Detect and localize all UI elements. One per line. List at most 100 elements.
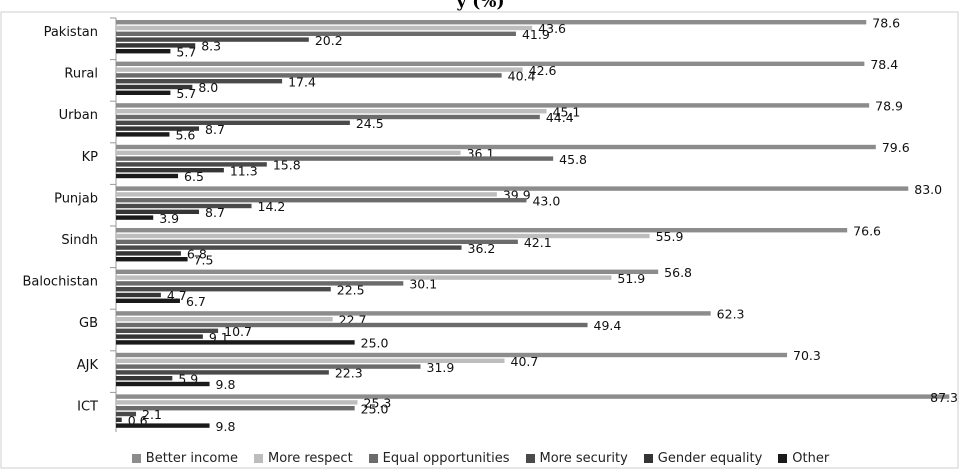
- data-label: 10.7: [224, 324, 252, 339]
- legend-swatch: [778, 453, 788, 463]
- data-label: 17.4: [288, 74, 316, 89]
- data-label: 70.3: [793, 348, 821, 363]
- bar-better-income: [116, 311, 711, 316]
- legend-swatch: [253, 453, 263, 463]
- data-label: 8.3: [201, 39, 221, 54]
- data-label: 43.0: [532, 193, 560, 208]
- data-label: 6.5: [184, 169, 204, 184]
- bar-equal-opportunities: [116, 73, 502, 78]
- data-label: 5.7: [176, 86, 196, 101]
- bar-better-income: [116, 20, 867, 25]
- bar-more-respect: [116, 25, 533, 31]
- legend-swatch: [368, 453, 378, 463]
- bar-more-respect: [116, 275, 612, 280]
- data-label: 78.9: [875, 99, 903, 114]
- data-label: 2.1: [142, 407, 162, 422]
- bar-more-respect: [116, 400, 358, 405]
- data-label: 45.1: [553, 104, 581, 119]
- chart-legend: Better income More respect Equal opportuni…: [0, 447, 961, 469]
- data-label: 5.6: [175, 128, 195, 143]
- category-label: Pakistan: [44, 25, 98, 40]
- data-label: 22.5: [337, 282, 365, 297]
- data-label: 25.0: [361, 336, 389, 351]
- bar-better-income: [116, 352, 788, 358]
- data-label: 9.8: [216, 377, 236, 392]
- category-label: Sindh: [61, 233, 98, 248]
- data-label: 40.7: [511, 354, 539, 369]
- legend-item: Equal opportunities: [368, 451, 510, 466]
- data-label: 44.4: [546, 110, 574, 125]
- bar-gender-equality: [116, 168, 224, 173]
- bar-equal-opportunities: [116, 322, 588, 328]
- data-label: 8.0: [198, 80, 218, 95]
- data-label: 11.3: [230, 163, 258, 178]
- bar-gender-equality: [116, 43, 196, 48]
- bar-gender-equality: [116, 209, 200, 214]
- bar-more-security: [116, 328, 219, 333]
- data-label: 78.6: [872, 15, 900, 30]
- data-label: 25.0: [361, 401, 389, 416]
- bar-more-security: [116, 120, 350, 125]
- bar-gender-equality: [116, 251, 181, 256]
- data-label: 14.2: [258, 199, 286, 214]
- bar-equal-opportunities: [116, 364, 421, 369]
- bar-gender-equality: [116, 334, 203, 339]
- category-label: GB: [79, 316, 98, 331]
- data-label: 6.8: [187, 247, 207, 262]
- bar-other: [116, 49, 171, 54]
- bar-gender-equality: [116, 376, 173, 381]
- bar-equal-opportunities: [116, 239, 518, 244]
- bar-other: [116, 132, 170, 137]
- legend-label: Other: [792, 450, 830, 466]
- data-label: 31.9: [427, 360, 455, 375]
- data-label: 22.3: [335, 366, 363, 381]
- bar-more-respect: [116, 233, 650, 239]
- bar-more-security: [116, 411, 137, 417]
- data-label: 40.4: [508, 69, 536, 84]
- data-label: 62.3: [717, 307, 745, 322]
- category-label: ICT: [77, 399, 98, 414]
- legend-swatch: [525, 453, 535, 463]
- data-label: 6.7: [186, 294, 206, 309]
- data-label: 79.6: [882, 140, 910, 155]
- bar-more-security: [116, 37, 309, 42]
- legend-swatch: [643, 453, 653, 463]
- data-label: 49.4: [594, 318, 622, 333]
- legend-swatch: [131, 453, 141, 463]
- data-label: 30.1: [409, 277, 437, 292]
- category-label: Rural: [64, 67, 98, 82]
- bar-more-security: [116, 79, 283, 84]
- legend-label: Gender equality: [657, 450, 763, 466]
- legend-item: More respect: [253, 450, 353, 466]
- legend-label: More respect: [267, 450, 353, 466]
- legend-item: Gender equality: [643, 450, 763, 466]
- bar-other: [116, 340, 355, 345]
- bar-more-security: [116, 245, 462, 250]
- bar-more-respect: [116, 192, 497, 197]
- bar-other: [116, 298, 180, 303]
- data-label: 83.0: [914, 182, 942, 197]
- category-label: Punjab: [54, 191, 98, 206]
- legend-item: Better income: [131, 450, 238, 466]
- bar-equal-opportunities: [116, 31, 516, 36]
- bar-better-income: [116, 228, 848, 233]
- bar-other: [116, 257, 188, 262]
- bar-better-income: [116, 186, 909, 191]
- data-label: 7.5: [194, 252, 214, 267]
- data-label: 25.3: [364, 396, 392, 411]
- data-label: 15.8: [273, 158, 301, 173]
- bar-equal-opportunities: [116, 406, 355, 411]
- bar-more-security: [116, 162, 267, 167]
- data-label: 24.5: [356, 116, 384, 131]
- data-label: 56.8: [664, 265, 692, 280]
- bar-more-respect: [116, 67, 523, 72]
- bar-other: [116, 215, 154, 220]
- data-label: 8.7: [205, 122, 225, 137]
- bar-more-security: [116, 370, 329, 375]
- category-label: KP: [82, 150, 99, 165]
- bar-equal-opportunities: [116, 198, 527, 203]
- data-label: 51.9: [617, 271, 645, 286]
- bar-gender-equality: [116, 292, 161, 298]
- legend-label: Better income: [145, 450, 238, 466]
